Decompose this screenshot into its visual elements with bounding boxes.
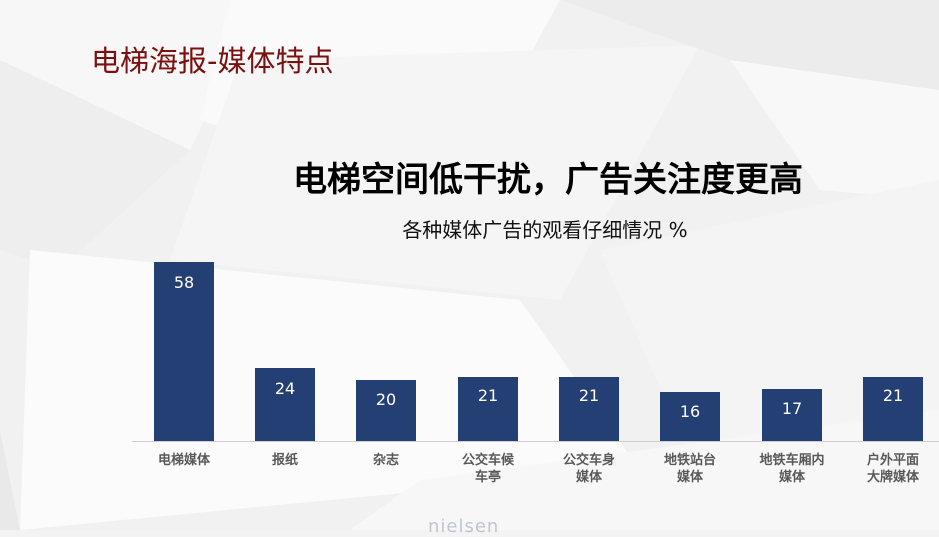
- category-label-line1: 地铁车厢内: [759, 453, 825, 468]
- category-label-line1: 公交车身: [562, 453, 615, 468]
- headline: 电梯空间低干扰，广告关注度更高: [293, 160, 803, 200]
- bar-newspaper: 24: [255, 368, 315, 441]
- category-label: 电梯媒体: [134, 452, 234, 469]
- bar-outdoor-billboard: 21: [863, 377, 923, 441]
- category-label-line2: 媒体: [778, 470, 805, 485]
- category-label-line1: 杂志: [372, 453, 399, 468]
- bar-value-label: 21: [882, 386, 904, 405]
- bar-magazine: 20: [356, 380, 416, 441]
- chart-subtitle: 各种媒体广告的观看仔细情况 %: [402, 218, 688, 242]
- category-label-line1: 地铁站台: [663, 453, 716, 468]
- bar-value-label: 24: [274, 379, 296, 398]
- category-label: 户外平面 大牌媒体: [843, 452, 939, 486]
- category-label: 地铁站台 媒体: [640, 452, 740, 486]
- bar-bus-body: 21: [559, 377, 619, 441]
- bar-value-label: 58: [173, 273, 195, 292]
- bar-bus-shelter: 21: [458, 377, 518, 441]
- category-label: 杂志: [336, 452, 436, 469]
- category-label-line1: 报纸: [271, 453, 298, 468]
- bar-value-label: 17: [781, 399, 803, 418]
- bar-value-label: 20: [375, 390, 397, 409]
- x-axis-line: [132, 441, 939, 442]
- category-label: 地铁车厢内 媒体: [742, 452, 842, 486]
- category-label: 公交车候 车亭: [438, 452, 538, 486]
- bar-value-label: 21: [578, 386, 600, 405]
- slide-title: 电梯海报-媒体特点: [91, 44, 334, 78]
- category-label-line2: 媒体: [575, 470, 602, 485]
- category-label-line2: 车亭: [474, 470, 501, 485]
- source-watermark: nielsen: [428, 516, 500, 537]
- bar-elevator-media: 58: [154, 262, 214, 441]
- bar-value-label: 21: [477, 386, 499, 405]
- category-label-line1: 电梯媒体: [157, 453, 210, 468]
- bar-value-label: 16: [679, 402, 701, 421]
- bar-subway-platform: 16: [660, 392, 720, 441]
- bar-subway-car: 17: [762, 389, 822, 441]
- category-label: 公交车身 媒体: [539, 452, 639, 486]
- category-label-line1: 公交车候: [461, 453, 514, 468]
- category-label-line1: 户外平面: [866, 453, 919, 468]
- category-label-line2: 媒体: [676, 470, 703, 485]
- category-label-line2: 大牌媒体: [866, 470, 919, 485]
- category-label: 报纸: [235, 452, 335, 469]
